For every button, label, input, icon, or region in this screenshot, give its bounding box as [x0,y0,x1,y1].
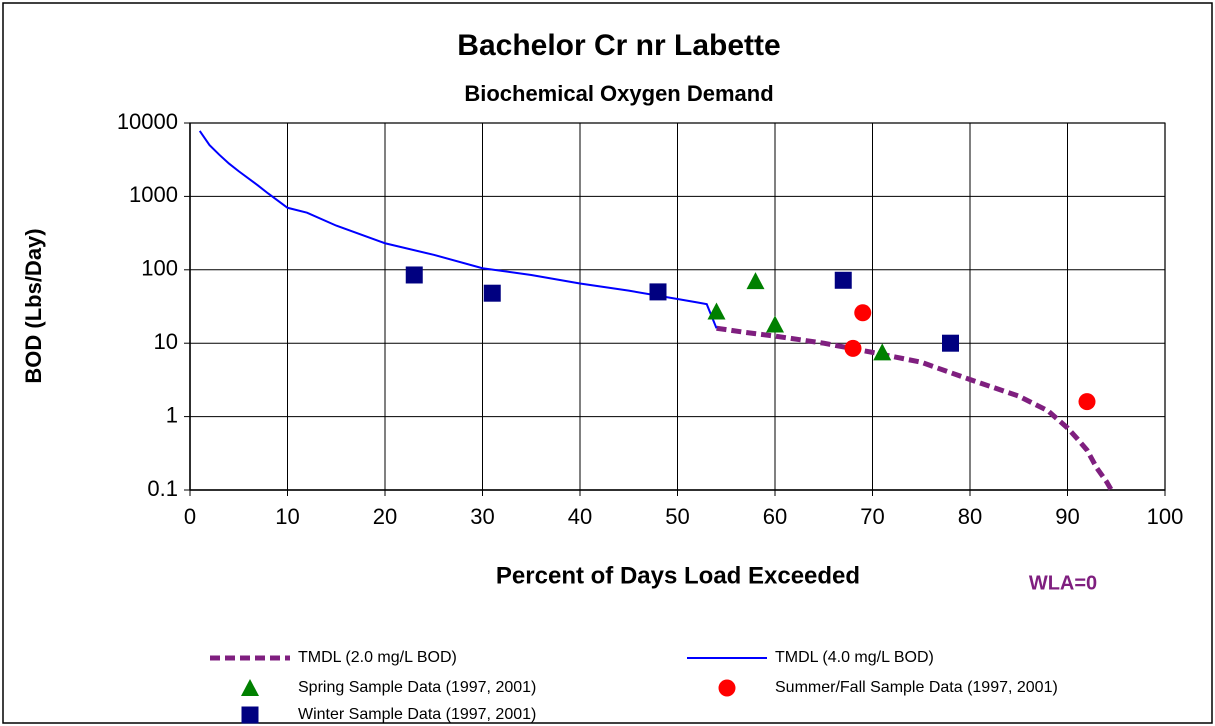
data-point [483,284,501,302]
chart-subtitle: Biochemical Oxygen Demand [464,81,773,106]
y-axis-label: BOD (Lbs/Day) [21,228,46,383]
x-axis-label: Percent of Days Load Exceeded [496,562,860,589]
legend-swatch [718,679,736,697]
series-line [198,130,718,329]
x-tick-label: 0 [184,504,196,529]
data-point [766,315,784,333]
data-point [649,283,667,301]
x-tick-label: 70 [860,504,884,529]
legend-label: TMDL (4.0 mg/L BOD) [775,649,934,666]
data-point [873,343,892,361]
series-line [716,325,1114,492]
y-tick-label: 10 [154,329,178,354]
data-point [707,302,726,320]
y-tick-label: 1000 [129,182,178,207]
x-tick-label: 60 [763,504,787,529]
y-tick-label: 100 [141,256,178,281]
data-point [844,339,862,357]
x-tick-label: 10 [275,504,299,529]
x-tick-label: 50 [665,504,689,529]
x-tick-label: 90 [1055,504,1079,529]
legend-label: Winter Sample Data (1997, 2001) [298,706,536,723]
data-point [834,271,852,289]
data-point [1078,393,1096,411]
data-point [854,304,872,322]
chart-title: Bachelor Cr nr Labette [457,29,780,62]
y-tick-label: 0.1 [147,476,178,501]
legend-label: TMDL (2.0 mg/L BOD) [298,649,457,666]
data-point [942,334,959,352]
y-tick-label: 1 [166,402,178,427]
x-tick-label: 100 [1147,504,1184,529]
legend-swatch [241,679,259,696]
data-point [405,266,423,284]
y-tick-label: 10000 [117,109,178,134]
data-point [746,272,765,290]
annotation: WLA=0 [1029,572,1097,594]
x-tick-label: 40 [568,504,592,529]
legend-label: Summer/Fall Sample Data (1997, 2001) [775,679,1058,696]
legend-swatch [241,706,259,724]
x-tick-label: 80 [958,504,982,529]
legend-label: Spring Sample Data (1997, 2001) [298,679,536,696]
x-tick-label: 20 [373,504,397,529]
x-tick-label: 30 [470,504,494,529]
